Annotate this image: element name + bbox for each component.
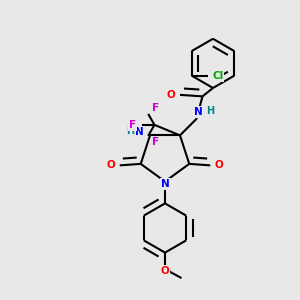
Text: O: O: [106, 160, 115, 170]
Text: N: N: [135, 127, 144, 137]
Text: O: O: [160, 266, 169, 276]
Text: F: F: [152, 103, 159, 113]
Text: O: O: [167, 90, 176, 100]
Text: Cl: Cl: [212, 71, 224, 81]
Text: H: H: [126, 126, 135, 136]
Text: H: H: [206, 106, 214, 116]
Text: N: N: [161, 179, 170, 189]
Text: F: F: [129, 120, 137, 130]
Text: F: F: [152, 137, 159, 147]
Text: N: N: [194, 107, 202, 117]
Text: O: O: [215, 160, 224, 170]
